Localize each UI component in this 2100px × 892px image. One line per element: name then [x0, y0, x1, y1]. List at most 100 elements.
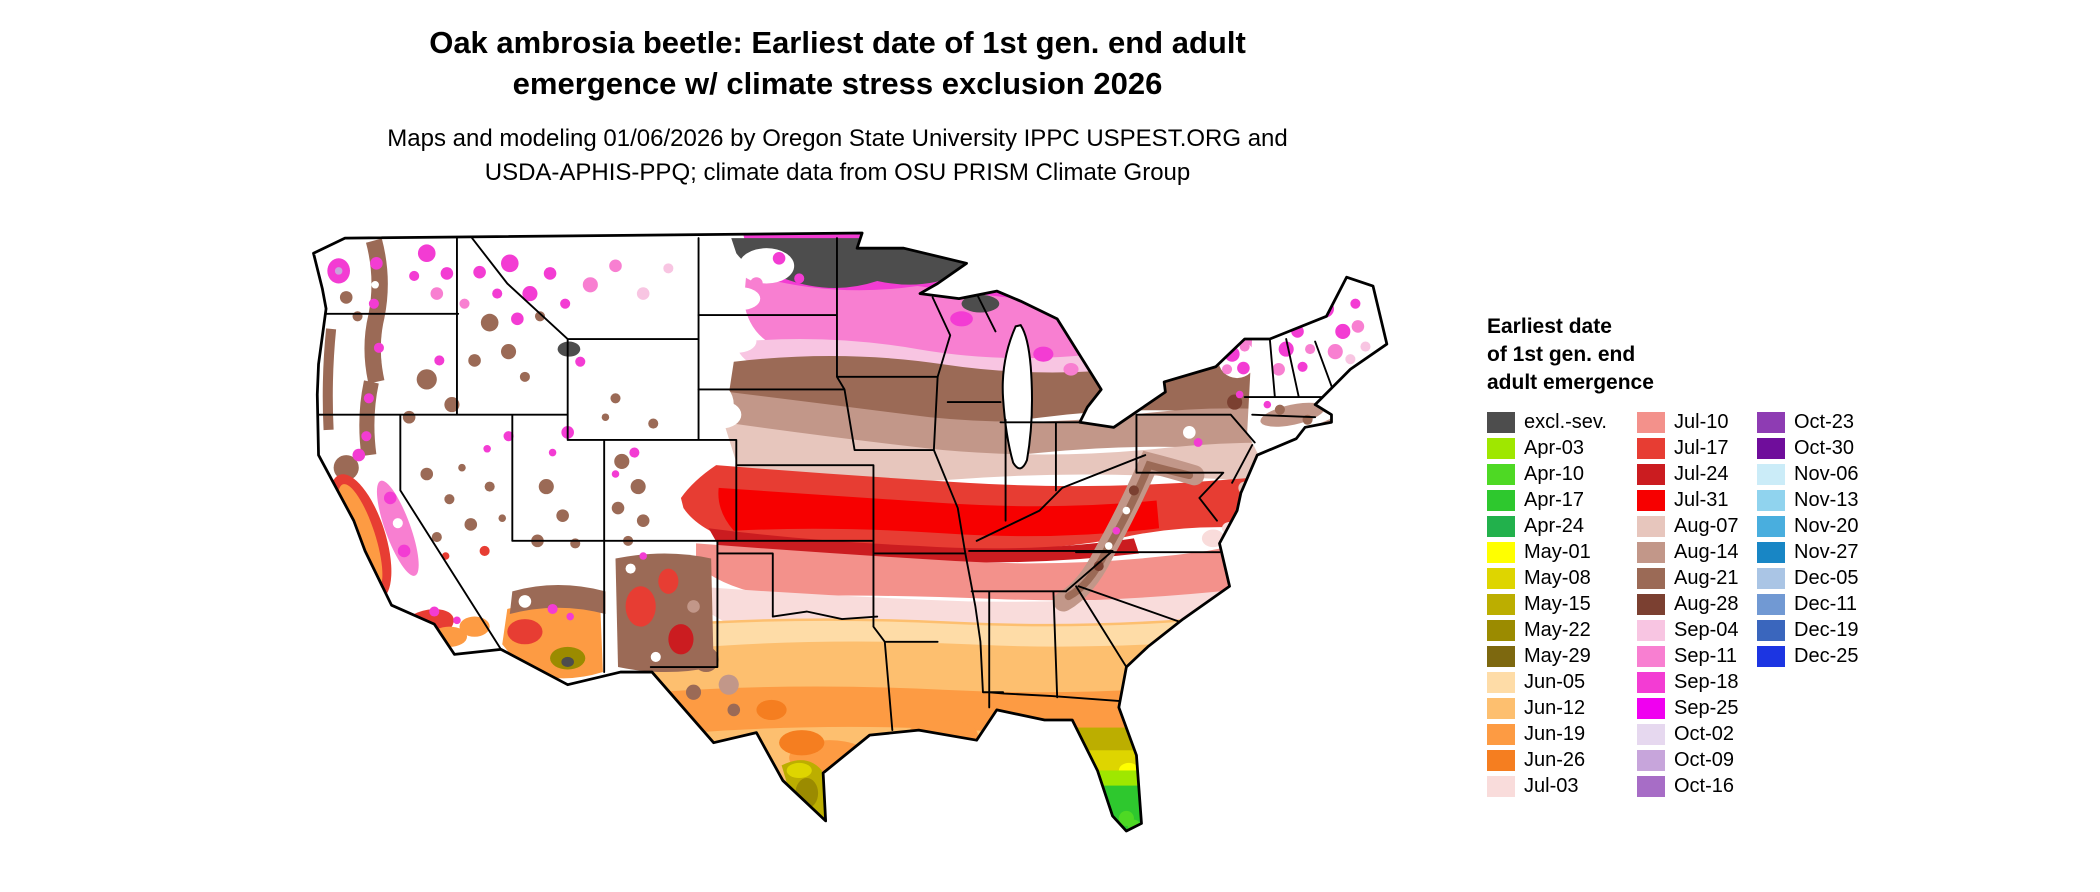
legend-swatch: [1637, 775, 1665, 797]
legend-item: May-01: [1487, 539, 1607, 565]
legend-item: Jul-17: [1637, 435, 1739, 461]
legend-title: Earliest date of 1st gen. end adult emer…: [1487, 313, 1654, 397]
legend-item: Apr-17: [1487, 487, 1607, 513]
legend-item: Sep-25: [1637, 695, 1739, 721]
legend-swatch: [1487, 749, 1515, 771]
legend-item: Oct-23: [1757, 409, 1858, 435]
legend-label: May-29: [1524, 644, 1591, 667]
legend-swatch: [1757, 463, 1785, 485]
legend-swatch: [1637, 515, 1665, 537]
legend-label: excl.-sev.: [1524, 410, 1607, 433]
legend-swatch: [1487, 515, 1515, 537]
legend-swatch: [1757, 567, 1785, 589]
legend-swatch: [1487, 619, 1515, 641]
legend-item: Apr-10: [1487, 461, 1607, 487]
legend-label: Aug-07: [1674, 514, 1739, 537]
legend-label: Jun-12: [1524, 696, 1586, 719]
legend-swatch: [1487, 723, 1515, 745]
legend-swatch: [1757, 437, 1785, 459]
legend-label: Oct-23: [1794, 410, 1855, 433]
page-title-line1: Oak ambrosia beetle: Earliest date of 1s…: [429, 25, 1246, 60]
legend-item: Dec-19: [1757, 617, 1858, 643]
legend-swatch: [1637, 463, 1665, 485]
legend-item: Aug-07: [1637, 513, 1739, 539]
legend-label: Dec-19: [1794, 618, 1859, 641]
legend-label: Jun-05: [1524, 670, 1586, 693]
legend-swatch: [1487, 437, 1515, 459]
legend-label: Dec-05: [1794, 566, 1859, 589]
legend-label: Jul-24: [1674, 462, 1729, 485]
legend-label: Apr-24: [1524, 514, 1585, 537]
legend-item: Jul-03: [1487, 773, 1607, 799]
legend-swatch: [1487, 593, 1515, 615]
page-title: Oak ambrosia beetle: Earliest date of 1s…: [0, 22, 1675, 104]
legend-swatch: [1487, 697, 1515, 719]
legend-swatch: [1637, 671, 1665, 693]
legend-swatch: [1757, 515, 1785, 537]
map-fill-layers: [313, 233, 1387, 832]
legend-label: Apr-03: [1524, 436, 1585, 459]
legend-label: Sep-04: [1674, 618, 1739, 641]
legend-swatch: [1487, 645, 1515, 667]
legend-label: Dec-11: [1794, 592, 1857, 615]
legend-item: excl.-sev.: [1487, 409, 1607, 435]
legend-label: Jul-10: [1674, 410, 1729, 433]
legend-item: Jul-24: [1637, 461, 1739, 487]
legend-item: Oct-09: [1637, 747, 1739, 773]
legend-label: Sep-18: [1674, 670, 1739, 693]
legend-swatch: [1637, 749, 1665, 771]
legend-item: Dec-05: [1757, 565, 1858, 591]
legend-label: Aug-28: [1674, 592, 1739, 615]
legend-label: Aug-21: [1674, 566, 1739, 589]
page-title-line2: emergence w/ climate stress exclusion 20…: [512, 66, 1163, 101]
legend-swatch: [1757, 645, 1785, 667]
legend-label: Jul-31: [1674, 488, 1729, 511]
lake-michigan: [1001, 323, 1034, 470]
legend-swatch: [1637, 489, 1665, 511]
legend-label: May-08: [1524, 566, 1591, 589]
legend-label: Jun-26: [1524, 748, 1586, 771]
legend-column-3: Oct-23 Oct-30 Nov-06 Nov-13 Nov-20 Nov-27 Dec-…: [1757, 409, 1858, 669]
legend-item: Oct-02: [1637, 721, 1739, 747]
legend-label: Aug-14: [1674, 540, 1739, 563]
us-choropleth-map: [312, 231, 1389, 833]
legend-label: Oct-16: [1674, 774, 1735, 797]
us-outline: [312, 231, 1389, 833]
legend-label: May-22: [1524, 618, 1591, 641]
legend-swatch: [1487, 411, 1515, 433]
legend-swatch: [1637, 723, 1665, 745]
legend-title-line3: adult emergence: [1487, 371, 1654, 394]
legend-label: Sep-11: [1674, 644, 1738, 667]
legend-item: Jun-12: [1487, 695, 1607, 721]
legend-swatch: [1757, 541, 1785, 563]
legend-label: Nov-20: [1794, 514, 1859, 537]
legend-swatch: [1757, 593, 1785, 615]
legend-swatch: [1487, 541, 1515, 563]
map-panel: [238, 228, 1446, 884]
legend-item: Sep-11: [1637, 643, 1739, 669]
legend-label: Oct-30: [1794, 436, 1855, 459]
legend-item: Aug-14: [1637, 539, 1739, 565]
legend-title-line1: Earliest date: [1487, 315, 1612, 338]
legend-swatch: [1757, 619, 1785, 641]
state-borders: [313, 237, 1334, 732]
legend-item: Nov-13: [1757, 487, 1858, 513]
legend-label: Nov-27: [1794, 540, 1859, 563]
page-subtitle-line1: Maps and modeling 01/06/2026 by Oregon S…: [387, 125, 1288, 152]
legend-swatch: [1487, 567, 1515, 589]
legend-label: Sep-25: [1674, 696, 1739, 719]
legend-item: Aug-28: [1637, 591, 1739, 617]
legend-item: Dec-11: [1757, 591, 1858, 617]
legend-label: Apr-17: [1524, 488, 1585, 511]
legend-label: May-15: [1524, 592, 1591, 615]
legend-item: Jul-31: [1637, 487, 1739, 513]
legend-label: Apr-10: [1524, 462, 1585, 485]
legend-label: Oct-09: [1674, 748, 1735, 771]
legend-label: May-01: [1524, 540, 1591, 563]
page-subtitle: Maps and modeling 01/06/2026 by Oregon S…: [0, 122, 1675, 190]
legend-item: Aug-21: [1637, 565, 1739, 591]
legend-swatch: [1487, 671, 1515, 693]
legend-item: Oct-30: [1757, 435, 1858, 461]
legend-column-1: excl.-sev. Apr-03 Apr-10 Apr-17 Apr-24 May-01…: [1487, 409, 1607, 799]
legend-swatch: [1637, 567, 1665, 589]
